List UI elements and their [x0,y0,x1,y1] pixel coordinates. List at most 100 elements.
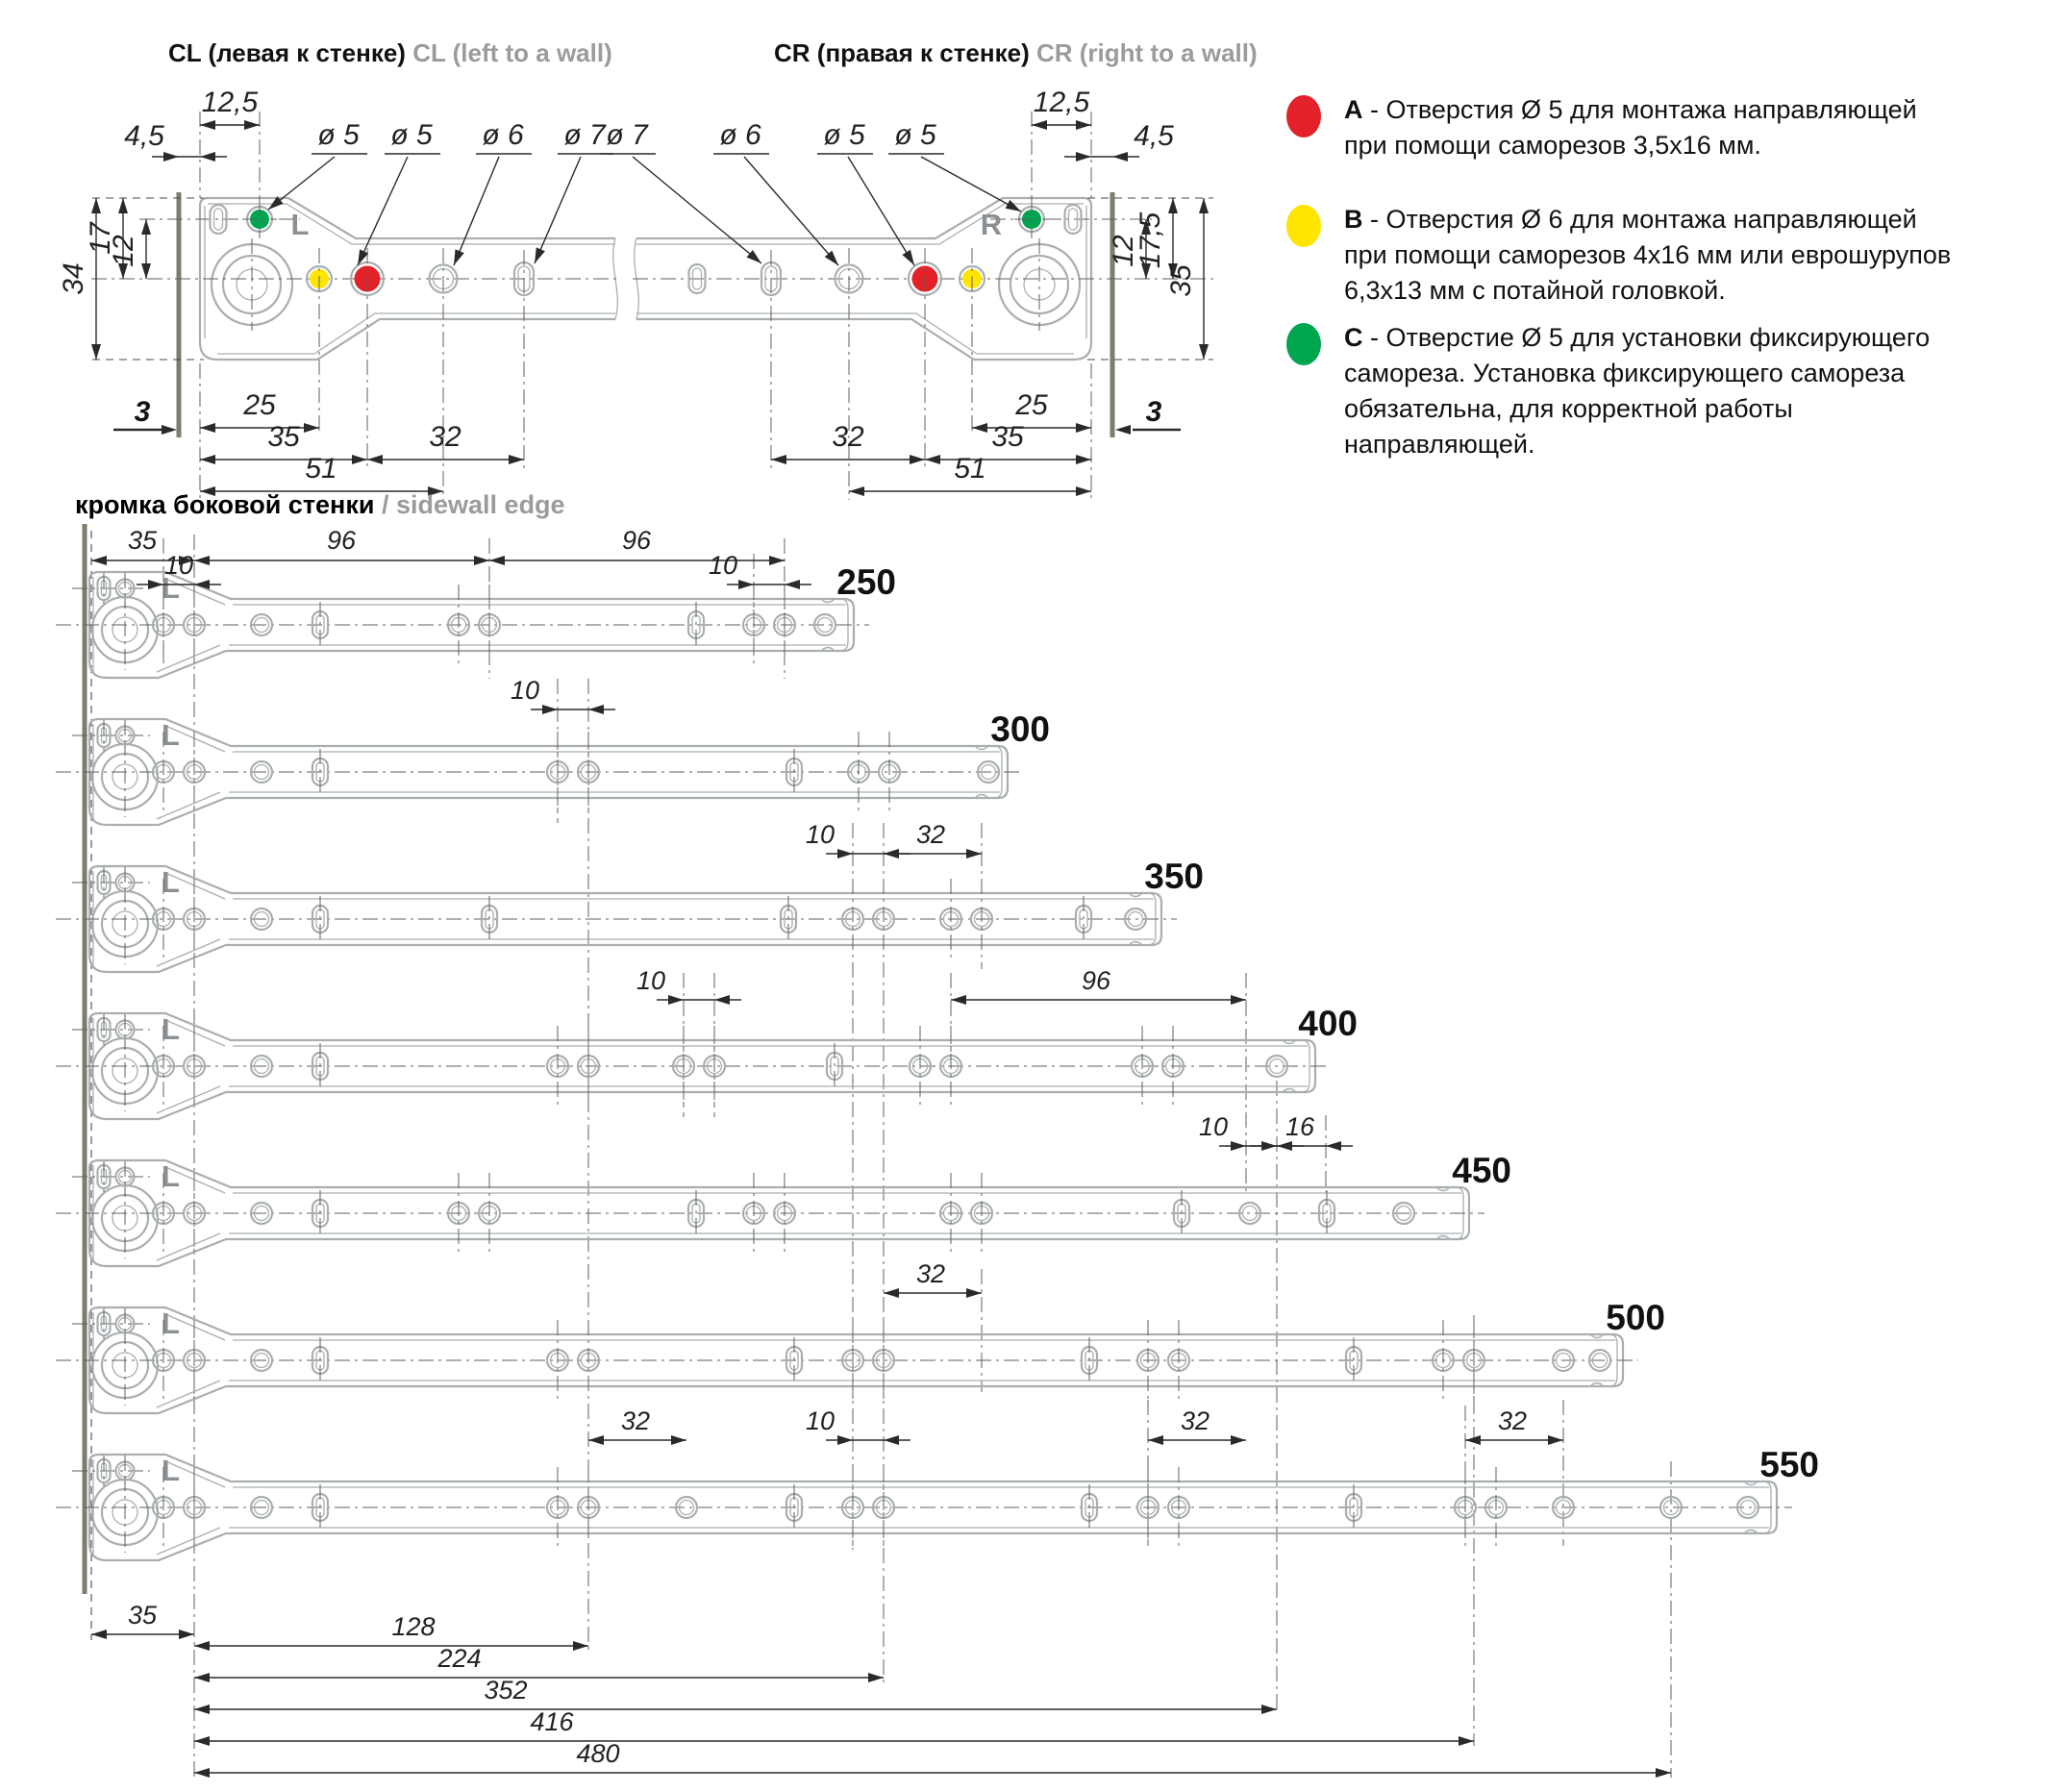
legend-text-A: A - Отверстия Ø 5 для монтажа направляющ… [1344,95,1917,160]
svg-text:ø 5: ø 5 [823,119,865,151]
svg-text:10: 10 [1199,1112,1228,1141]
svg-text:17: 17 [85,221,116,255]
svg-text:35: 35 [128,1601,158,1630]
svg-text:350: 350 [1144,857,1204,896]
svg-text:96: 96 [327,526,357,555]
svg-text:3: 3 [1146,396,1162,428]
svg-text:51: 51 [954,453,985,485]
cr-title-en: (right to a wall) [1079,38,1258,67]
svg-text:ø 7: ø 7 [563,119,607,151]
legend-item-B: B - Отверстия Ø 6 для монтажа направляющ… [1286,202,2036,309]
svg-text:R: R [981,208,1002,241]
rail-400: L 400 [56,1004,1358,1121]
svg-text:35: 35 [128,526,158,555]
svg-text:51: 51 [305,453,337,485]
svg-text:25: 25 [1014,389,1048,421]
legend-dot-A [1286,95,1321,137]
cl-title-en: (left to a wall) [452,38,612,67]
svg-text:352: 352 [484,1676,527,1705]
svg-text:32: 32 [429,421,461,453]
rail-450: L 450 [56,1151,1511,1268]
cr-title: CR (правая к стенке) CR (right to a wall… [774,38,1258,68]
svg-text:32: 32 [916,820,945,849]
svg-text:32: 32 [916,1259,945,1288]
svg-text:480: 480 [576,1739,619,1768]
svg-text:17,5: 17,5 [1135,212,1166,268]
svg-text:ø 5: ø 5 [317,119,360,151]
svg-text:4,5: 4,5 [1134,120,1174,152]
svg-text:16: 16 [1285,1112,1315,1141]
svg-text:96: 96 [622,526,652,555]
svg-text:25: 25 [242,389,276,421]
rail-250: L 250 [56,562,896,680]
svg-text:35: 35 [991,421,1024,453]
cl-code-ru: CL [168,38,202,67]
legend-dot-B [1286,205,1321,247]
svg-text:ø 6: ø 6 [719,119,761,151]
svg-text:12: 12 [1108,235,1139,267]
svg-text:L: L [162,571,180,605]
svg-text:300: 300 [990,709,1050,749]
cr-code-ru: CR [774,38,811,67]
svg-text:12,5: 12,5 [1034,87,1090,118]
sidewall-edge-heading: кромка боковой стенки / sidewall edge [75,490,565,520]
svg-text:32: 32 [832,421,864,453]
svg-text:96: 96 [1082,966,1111,995]
legend-item-C: C - Отверстие Ø 5 для установки фиксирую… [1286,320,2036,462]
svg-text:10: 10 [709,551,737,580]
svg-text:4,5: 4,5 [124,120,164,152]
svg-text:35: 35 [267,421,300,453]
rail-500: L 500 [56,1298,1665,1415]
rail-300: L 300 [56,709,1050,827]
cl-title: CL (левая к стенке) CL (left to a wall) [168,38,612,68]
svg-text:128: 128 [391,1612,435,1641]
svg-text:400: 400 [1298,1004,1358,1043]
svg-text:10: 10 [806,820,835,849]
svg-text:35: 35 [1165,264,1197,297]
svg-text:L: L [162,1307,180,1340]
svg-text:12: 12 [108,235,139,267]
svg-text:ø 6: ø 6 [482,119,524,151]
svg-text:550: 550 [1759,1445,1819,1484]
svg-text:32: 32 [1181,1406,1210,1435]
cr-title-ru: (правая к стенке) [816,38,1030,67]
svg-text:12,5: 12,5 [202,87,259,118]
svg-text:416: 416 [530,1707,574,1736]
svg-text:ø 5: ø 5 [894,119,936,151]
cl-title-ru: (левая к стенке) [208,38,406,67]
svg-text:L: L [162,1159,180,1193]
svg-text:32: 32 [1498,1406,1527,1435]
rail-550: L 550 [56,1445,1819,1562]
svg-text:450: 450 [1452,1151,1511,1190]
sidewall-edge-label-ru: кромка боковой стенки [75,490,375,519]
cr-code-en: CR [1035,38,1073,67]
svg-text:224: 224 [436,1644,481,1673]
svg-text:L: L [162,718,180,752]
legend-dot-C [1286,323,1321,365]
svg-text:ø 7: ø 7 [606,119,649,151]
svg-text:500: 500 [1606,1298,1665,1337]
svg-text:L: L [162,1454,180,1487]
svg-text:34: 34 [58,262,89,294]
svg-text:10: 10 [806,1406,835,1435]
svg-text:3: 3 [135,396,151,428]
svg-text:250: 250 [836,562,896,602]
svg-text:10: 10 [511,676,539,705]
cl-code-en: CL [412,38,446,67]
sidewall-edge-label-en: / sidewall edge [382,490,565,519]
rail-350: L 350 [56,857,1204,974]
svg-text:10: 10 [636,966,665,995]
svg-text:L: L [162,865,180,899]
svg-text:10: 10 [164,551,193,580]
legend-text-B: B - Отверстия Ø 6 для монтажа направляющ… [1344,205,1952,305]
svg-text:L: L [162,1012,180,1046]
legend-item-A: A - Отверстия Ø 5 для монтажа направляющ… [1286,92,2036,163]
svg-text:L: L [291,208,310,241]
svg-text:32: 32 [621,1406,650,1435]
legend-text-C: C - Отверстие Ø 5 для установки фиксирую… [1344,323,1931,459]
svg-text:ø 5: ø 5 [390,119,433,151]
